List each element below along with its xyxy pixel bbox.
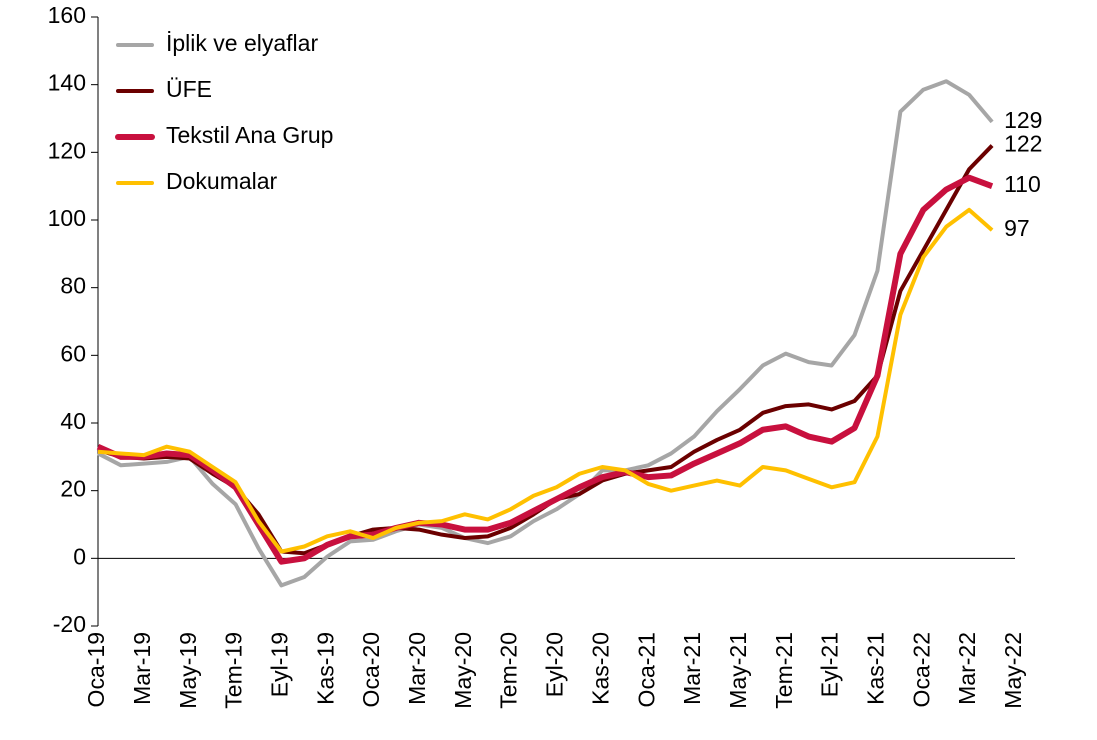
x-tick-label: May-20 <box>450 632 476 709</box>
line-series <box>97 79 994 588</box>
end-label: 97 <box>1004 215 1030 241</box>
y-tick-label: 60 <box>60 340 86 366</box>
x-tick-label: Eyl-20 <box>542 632 568 697</box>
x-tick-label: Mar-19 <box>129 632 155 705</box>
x-tick-label: Oca-19 <box>83 632 109 707</box>
y-tick-label: 160 <box>48 2 86 28</box>
legend-label: Dokumalar <box>166 168 278 194</box>
line-series <box>96 174 994 565</box>
y-tick-label: 40 <box>60 408 86 434</box>
x-tick-label: Eyl-21 <box>817 632 843 697</box>
x-tick-label: Mar-20 <box>404 632 430 705</box>
y-tick-label: 120 <box>48 137 86 163</box>
y-tick-label: 20 <box>60 476 86 502</box>
y-tick-label: -20 <box>53 611 86 637</box>
y-tick-label: 140 <box>48 70 86 96</box>
x-tick-label: May-22 <box>1000 632 1026 709</box>
x-tick-label: Eyl-19 <box>266 632 292 697</box>
x-tick-label: Oca-20 <box>358 632 384 707</box>
y-tick-label: 100 <box>48 205 86 231</box>
x-tick-label: Oca-22 <box>908 632 934 707</box>
y-tick-label: 80 <box>60 273 86 299</box>
legend-label: ÜFE <box>166 76 212 102</box>
x-tick-label: Kas-21 <box>863 632 889 705</box>
y-tick-label: 0 <box>73 543 86 569</box>
x-tick-label: Mar-21 <box>679 632 705 705</box>
x-tick-label: Kas-19 <box>312 632 338 705</box>
x-tick-label: Kas-20 <box>587 632 613 705</box>
x-tick-label: Tem-19 <box>221 632 247 709</box>
x-tick-label: Oca-21 <box>633 632 659 707</box>
end-label: 122 <box>1004 131 1042 157</box>
x-tick-label: Tem-20 <box>496 632 522 709</box>
legend-label: İplik ve elyaflar <box>166 30 318 56</box>
x-tick-label: Tem-21 <box>771 632 797 709</box>
end-label: 129 <box>1004 107 1042 133</box>
x-tick-label: May-21 <box>725 632 751 709</box>
x-tick-label: Mar-22 <box>954 632 980 705</box>
legend-label: Tekstil Ana Grup <box>166 122 333 148</box>
end-label: 110 <box>1004 171 1041 197</box>
x-tick-label: May-19 <box>175 632 201 709</box>
line-series <box>97 207 994 554</box>
